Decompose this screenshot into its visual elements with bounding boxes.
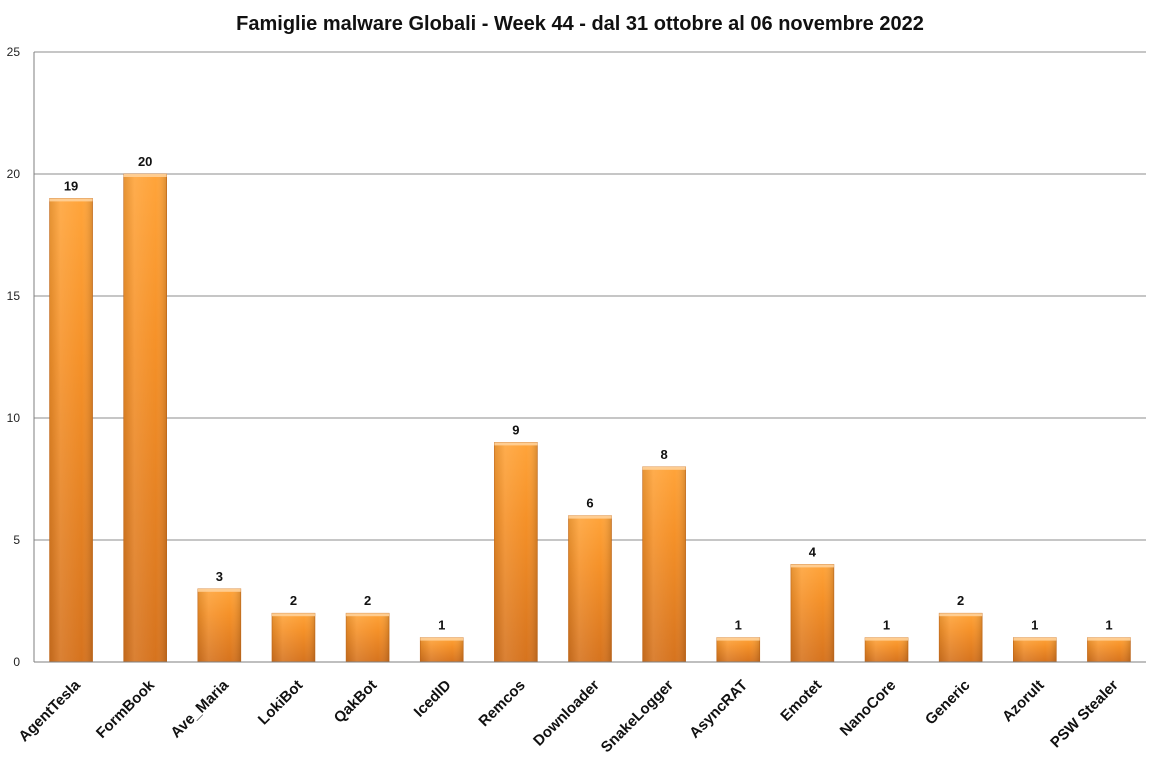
bar-shading — [568, 515, 612, 662]
y-tick-label: 5 — [13, 533, 20, 547]
y-tick-label: 15 — [7, 289, 21, 303]
data-label: 20 — [138, 154, 152, 169]
bar-cap — [568, 515, 612, 519]
x-tick-label: SnakeLogger — [598, 677, 677, 756]
bar-cap — [865, 637, 909, 641]
x-tick-label: AgentTesla — [15, 676, 84, 745]
x-tick-label: Generic — [922, 677, 974, 729]
bar-qakbot — [345, 612, 390, 663]
data-label: 2 — [290, 593, 297, 608]
bar-cap — [49, 198, 93, 202]
axes — [33, 52, 1146, 663]
bar-snakelogger — [642, 466, 686, 663]
bar-asyncrat — [716, 637, 761, 663]
bar-shading — [1013, 637, 1057, 662]
data-label: 1 — [438, 618, 445, 633]
x-tick-label: QakBot — [331, 677, 381, 727]
gridlines — [34, 51, 1146, 541]
x-tick-label: NanoCore — [837, 677, 900, 740]
bar-shading — [790, 564, 834, 662]
y-tick-label: 10 — [7, 411, 21, 425]
data-label: 1 — [883, 618, 890, 633]
data-label: 6 — [586, 496, 593, 511]
bar-cap — [1087, 637, 1131, 641]
x-tick-label: Downloader — [530, 677, 603, 750]
bar-ave-maria — [197, 588, 242, 663]
x-axis-ticks: AgentTesla FormBook Ave_Maria LokiBot QakBot… — [15, 676, 1121, 756]
y-tick-label: 0 — [13, 655, 20, 669]
bar-cap — [197, 588, 241, 592]
x-tick-label: IcedID — [411, 677, 455, 721]
chart-title: Famiglie malware Globali - Week 44 - dal… — [236, 13, 924, 35]
data-label: 3 — [216, 569, 223, 584]
bar-cap — [790, 564, 834, 568]
bar-cap — [1013, 637, 1057, 641]
bar-shading — [420, 637, 464, 662]
bar-shading — [865, 637, 909, 662]
x-tick-label: FormBook — [93, 676, 159, 742]
x-tick-label: Azorult — [999, 677, 1048, 726]
data-label: 2 — [957, 593, 964, 608]
bar-shading — [642, 466, 686, 662]
bar-generic — [938, 612, 983, 663]
x-tick-label: Emotet — [777, 677, 825, 725]
bar-shading — [716, 637, 760, 662]
x-tick-label: LokiBot — [255, 677, 306, 728]
bar-cap — [420, 637, 464, 641]
data-label: 4 — [809, 544, 817, 559]
x-tick-label: AsyncRAT — [686, 677, 751, 742]
bar-remcos — [494, 442, 538, 663]
data-label: 1 — [735, 618, 742, 633]
bar-cap — [939, 613, 983, 617]
bar-shading — [346, 613, 390, 662]
bar-lokibot — [271, 612, 316, 663]
bar-agenttesla — [49, 198, 93, 663]
bar-icedid — [419, 637, 464, 663]
x-tick-label: Ave_Maria — [167, 676, 232, 741]
bar-shading — [494, 442, 538, 662]
data-label: 1 — [1031, 618, 1038, 633]
data-label: 9 — [512, 422, 519, 437]
bar-shading — [197, 588, 241, 662]
data-label: 2 — [364, 593, 371, 608]
bar-psw-stealer — [1087, 637, 1131, 663]
bars — [49, 173, 1131, 663]
bar-shading — [271, 613, 315, 662]
data-label: 8 — [661, 447, 668, 462]
bar-cap — [271, 613, 315, 617]
bar-cap — [716, 637, 760, 641]
bar-shading — [123, 174, 167, 662]
bar-cap — [494, 442, 538, 446]
bar-cap — [642, 466, 686, 470]
bar-azorult — [1013, 637, 1057, 663]
bar-emotet — [790, 564, 835, 663]
bar-shading — [49, 198, 93, 662]
x-tick-label: PSW Stealer — [1047, 677, 1122, 752]
y-tick-label: 25 — [7, 45, 21, 59]
data-label: 19 — [64, 178, 78, 193]
x-tick-label: Remcos — [475, 677, 528, 730]
y-tick-label: 20 — [7, 167, 21, 181]
bar-shading — [939, 613, 983, 662]
bar-formbook — [123, 173, 167, 663]
bar-cap — [346, 613, 390, 617]
bar-shading — [1087, 637, 1131, 662]
bar-cap — [123, 174, 167, 177]
bar-downloader — [568, 515, 612, 663]
y-axis-ticks: 0 5 10 15 20 25 — [7, 45, 21, 669]
bar-nanocore — [864, 637, 909, 663]
data-label: 1 — [1105, 618, 1112, 633]
